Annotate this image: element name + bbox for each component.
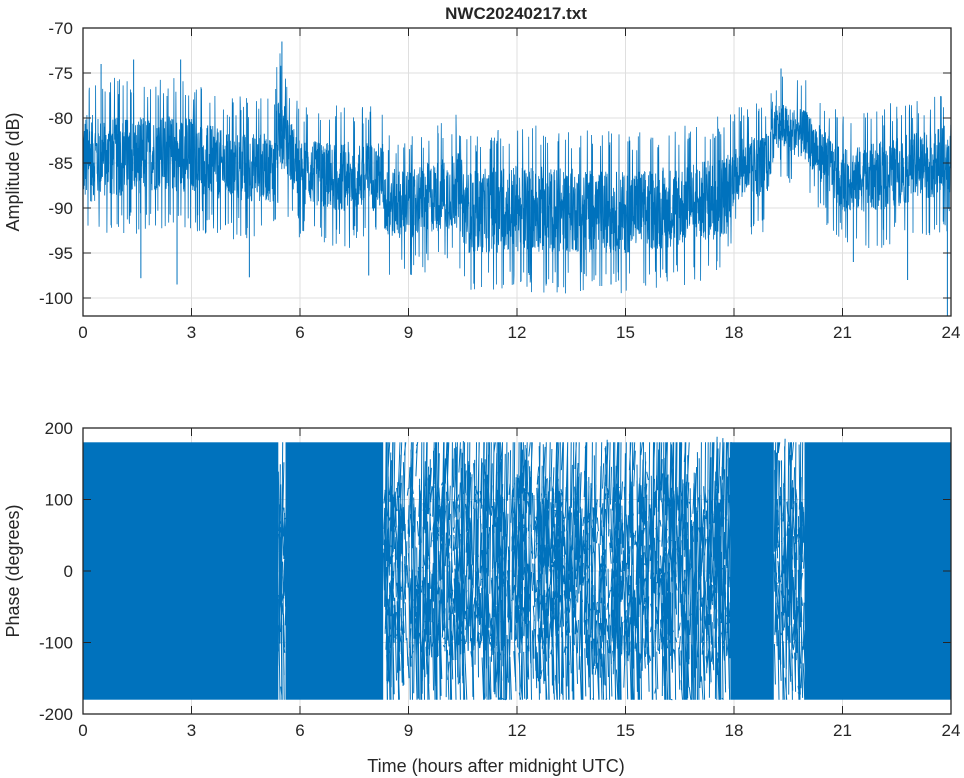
- phase-dense-segment: [285, 442, 384, 700]
- y-tick-label: 100: [45, 491, 73, 510]
- y-tick-label: -100: [39, 289, 73, 308]
- y-axis-label-phase: Phase (degrees): [3, 504, 23, 637]
- x-tick-label: 3: [187, 323, 196, 342]
- x-tick-label: 6: [295, 721, 304, 740]
- chart-title: NWC20240217.txt: [445, 4, 587, 23]
- phase-axes: 0 3 6 9 12 15 18 21 24 200 100 0 -100 -200: [39, 419, 960, 740]
- y-tick-label: -85: [48, 154, 73, 173]
- x-tick-label: 6: [295, 323, 304, 342]
- x-tick-label: 18: [725, 323, 744, 342]
- x-axis-label: Time (hours after midnight UTC): [367, 756, 624, 776]
- y-tick-label: -90: [48, 199, 73, 218]
- y-tick-label: -200: [39, 705, 73, 724]
- x-tick-label: 15: [616, 721, 635, 740]
- x-tick-label: 24: [942, 721, 961, 740]
- x-tick-label: 21: [833, 721, 852, 740]
- amplitude-axes: 0 3 6 9 12 15 18 21 24 -70 -75 -80 -85 -90 -95 -100: [39, 19, 960, 342]
- phase-series-line: [277, 436, 807, 701]
- x-tick-label: 12: [508, 323, 527, 342]
- x-tick-label: 9: [404, 323, 413, 342]
- x-tick-label: 18: [725, 721, 744, 740]
- y-tick-label: -75: [48, 64, 73, 83]
- x-tick-label: 12: [508, 721, 527, 740]
- phase-dense-segment: [804, 442, 951, 700]
- y-tick-label: 200: [45, 419, 73, 438]
- y-tick-label: -70: [48, 19, 73, 38]
- x-tick-label: 24: [942, 323, 961, 342]
- y-tick-label: -100: [39, 634, 73, 653]
- x-tick-label: 3: [187, 721, 196, 740]
- x-tick-label: 9: [404, 721, 413, 740]
- phase-dense-segment: [83, 442, 279, 700]
- phase-dense-segment: [730, 442, 774, 700]
- x-tick-label: 0: [78, 323, 87, 342]
- x-tick-label: 0: [78, 721, 87, 740]
- y-tick-label: -80: [48, 109, 73, 128]
- y-tick-label: -95: [48, 244, 73, 263]
- amplitude-series-line: [82, 53, 952, 294]
- y-axis-label-amplitude: Amplitude (dB): [3, 112, 23, 231]
- y-tick-label: 0: [64, 562, 73, 581]
- x-tick-label: 15: [616, 323, 635, 342]
- x-tick-label: 21: [833, 323, 852, 342]
